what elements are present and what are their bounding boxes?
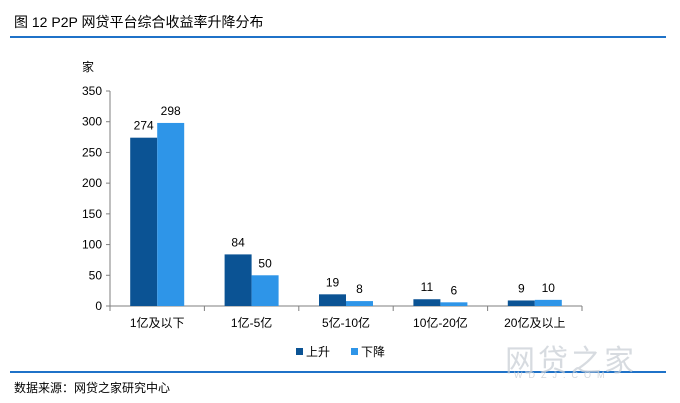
y-tick-label: 0	[95, 299, 102, 313]
data-labels-group: 274 84 19 11 9 298 50 8 6 10	[134, 104, 556, 297]
x-tick-label: 1亿及以下	[130, 315, 185, 330]
data-label: 8	[356, 282, 363, 296]
legend-swatch	[296, 348, 303, 355]
watermark-url: WDZJ.COM	[514, 370, 611, 380]
bar-fall	[346, 301, 373, 306]
y-axis: 0 50 100 150 200 250 300 350	[82, 84, 111, 313]
data-label: 274	[134, 119, 154, 133]
y-tick-label: 50	[89, 268, 103, 282]
x-tick-label: 20亿及以上	[504, 315, 565, 330]
data-label: 6	[451, 283, 458, 297]
legend-label: 下降	[361, 345, 385, 359]
y-tick-label: 300	[82, 115, 102, 129]
bar-fall	[534, 299, 562, 306]
bar-fall	[440, 302, 468, 306]
x-axis: 1亿及以下 1亿-5亿 5亿-10亿 10亿-20亿 20亿及以上	[109, 305, 583, 330]
y-tick-label: 250	[82, 145, 102, 159]
y-tick-label: 150	[82, 207, 102, 221]
top-divider	[10, 36, 666, 38]
source-note: 数据来源：网贷之家研究中心	[14, 381, 171, 395]
data-label: 19	[326, 275, 340, 289]
bar-fall	[157, 122, 185, 306]
y-tick-label: 100	[82, 238, 102, 252]
bars-group	[130, 122, 562, 306]
data-label: 84	[231, 235, 245, 249]
bottom-divider	[10, 371, 666, 373]
x-tick-label: 5亿-10亿	[322, 315, 370, 330]
y-tick-label: 200	[82, 176, 102, 190]
bar-rise	[130, 137, 158, 306]
y-axis-unit-label: 家	[82, 59, 94, 74]
watermark-logo: 网贷之家	[505, 344, 637, 379]
data-label: 9	[518, 281, 525, 295]
x-tick-label: 10亿-20亿	[413, 315, 468, 330]
data-label: 298	[161, 104, 181, 118]
data-label: 50	[258, 256, 272, 270]
bar-fall	[251, 275, 279, 306]
bar-rise	[224, 254, 252, 306]
data-label: 10	[542, 281, 556, 295]
bar-rise	[319, 294, 346, 306]
legend-swatch	[351, 348, 358, 355]
data-label: 11	[421, 280, 434, 294]
bar-rise	[413, 299, 441, 306]
y-tick-label: 350	[82, 84, 102, 98]
x-tick-label: 1亿-5亿	[231, 315, 272, 330]
legend-label: 上升	[306, 345, 330, 359]
legend: 上升 下降	[296, 345, 385, 359]
bar-rise	[507, 300, 535, 306]
figure-title: 图 12 P2P 网贷平台综合收益率升降分布	[14, 14, 264, 30]
